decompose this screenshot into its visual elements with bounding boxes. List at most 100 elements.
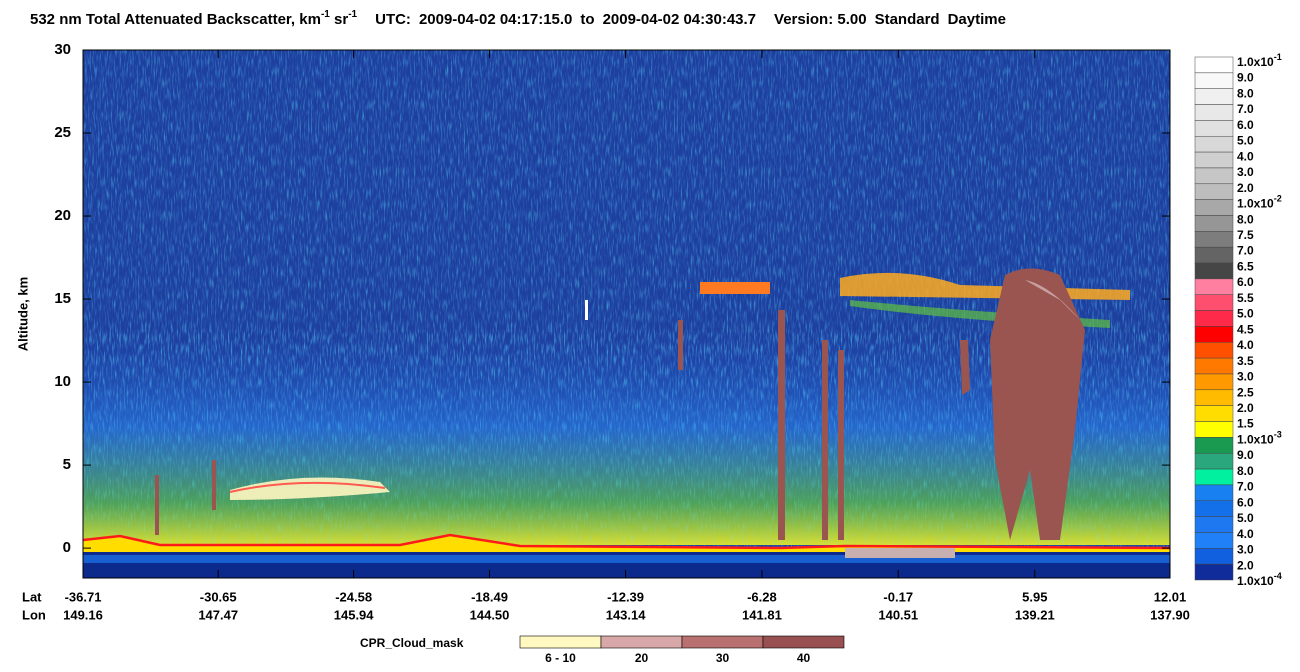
colorbar-cell <box>1194 310 1234 327</box>
colorbar-label-text: 1.0x10 <box>1237 55 1274 69</box>
lon-tick-label: 144.50 <box>470 607 510 622</box>
cpr-swatch <box>519 635 602 649</box>
lat-label: Lat <box>22 589 42 604</box>
colorbar-cell <box>1194 278 1234 295</box>
colorbar-cell <box>1194 72 1234 89</box>
colorbar-label-text: 8.0 <box>1237 212 1254 226</box>
colorbar-cell <box>1194 516 1234 533</box>
backscatter-field <box>83 50 1170 578</box>
lat-tick-label: -12.39 <box>607 589 644 604</box>
colorbar-cell <box>1194 548 1234 565</box>
colorbar-label-text: 5.5 <box>1237 291 1254 305</box>
y-tick-label: 25 <box>54 124 71 141</box>
colorbar-cell <box>1194 246 1234 264</box>
cpr-label: 30 <box>716 651 730 665</box>
lat-tick-label: 5.95 <box>1022 589 1047 604</box>
lat-tick-label: -18.49 <box>471 589 508 604</box>
y-tick-label: 15 <box>54 290 71 307</box>
colorbar-cell <box>1194 183 1234 200</box>
colorbar-label-text: 7.5 <box>1237 228 1254 242</box>
colorbar-cell <box>1194 56 1234 74</box>
colorbar-label: 3.0 <box>1237 543 1254 557</box>
colorbar-label: 8.0 <box>1237 212 1254 226</box>
cpr-title: CPR_Cloud_mask <box>360 636 464 650</box>
y-tick-label: 0 <box>63 539 71 556</box>
lat-tick-label: -0.17 <box>883 589 913 604</box>
colorbar-cell <box>1194 373 1234 391</box>
colorbar-cell <box>1194 326 1234 343</box>
colorbar-label: 8.0 <box>1237 464 1254 478</box>
colorbar-label-exp: -1 <box>1274 52 1282 62</box>
colorbar-cell <box>1194 437 1234 454</box>
lon-tick-label: 139.21 <box>1015 607 1055 622</box>
colorbar-cell <box>1194 104 1234 121</box>
colorbar-label-text: 3.0 <box>1237 165 1254 179</box>
colorbar-cell <box>1194 405 1234 422</box>
colorbar-label: 3.5 <box>1237 354 1254 368</box>
colorbar-cell <box>1194 262 1234 280</box>
colorbar-label: 3.0 <box>1237 165 1254 179</box>
colorbar-cell <box>1194 135 1234 153</box>
y-axis-label: Altitude, km <box>15 277 30 351</box>
colorbar-label-text: 2.0 <box>1237 558 1254 572</box>
colorbar-label-text: 5.0 <box>1237 307 1254 321</box>
chart-title: 532 nm Total Attenuated Backscatter, km-… <box>30 9 1006 28</box>
colorbar-cell <box>1194 532 1234 549</box>
colorbar-label-text: 7.0 <box>1237 480 1254 494</box>
colorbar-label-text: 5.0 <box>1237 134 1254 148</box>
colorbar-label-text: 8.0 <box>1237 464 1254 478</box>
colorbar-cell <box>1194 151 1234 169</box>
lon-tick-label: 143.14 <box>606 607 647 622</box>
colorbar-label-text: 2.0 <box>1237 181 1254 195</box>
colorbar-label: 1.0x10-4 <box>1237 571 1282 588</box>
colorbar-label: 1.0x10-1 <box>1237 52 1282 69</box>
colorbar-label: 1.0x10-2 <box>1237 194 1282 211</box>
colorbar-label: 7.5 <box>1237 228 1254 242</box>
colorbar-label-exp: -2 <box>1274 194 1282 204</box>
colorbar-label: 7.0 <box>1237 244 1254 258</box>
colorbar-label-text: 6.0 <box>1237 118 1254 132</box>
colorbar-cell <box>1194 357 1234 375</box>
colorbar-label-text: 6.0 <box>1237 496 1254 510</box>
colorbar-label-text: 4.5 <box>1237 323 1254 337</box>
colorbar-cell <box>1194 294 1234 311</box>
lat-tick-label: 12.01 <box>1154 589 1187 604</box>
colorbar-label: 8.0 <box>1237 87 1254 101</box>
colorbar-label-text: 4.0 <box>1237 338 1254 352</box>
colorbar-label-text: 8.0 <box>1237 87 1254 101</box>
colorbar-cell <box>1194 484 1234 502</box>
y-tick-label: 20 <box>54 207 71 224</box>
colorbar-label: 9.0 <box>1237 71 1254 85</box>
cpr-label: 40 <box>797 651 811 665</box>
colorbar-label: 5.0 <box>1237 307 1254 321</box>
colorbar-cell <box>1194 215 1234 232</box>
colorbar-label: 5.5 <box>1237 291 1254 305</box>
plot-frame <box>82 49 1171 579</box>
colorbar-cell <box>1194 500 1234 517</box>
colorbar-label: 6.5 <box>1237 260 1254 274</box>
lat-tick-label: -24.58 <box>335 589 372 604</box>
colorbar-cell <box>1194 199 1234 216</box>
colorbar-label-text: 2.0 <box>1237 401 1254 415</box>
colorbar-label-exp: -4 <box>1274 571 1282 581</box>
lat-tick-label: -36.71 <box>65 589 102 604</box>
colorbar-label: 4.0 <box>1237 527 1254 541</box>
colorbar-label: 2.0 <box>1237 181 1254 195</box>
colorbar-label-text: 3.0 <box>1237 370 1254 384</box>
colorbar-label: 6.0 <box>1237 275 1254 289</box>
colorbar-label-text: 9.0 <box>1237 71 1254 85</box>
colorbar-cell <box>1194 421 1234 438</box>
colorbar-label: 4.0 <box>1237 150 1254 164</box>
colorbar-label-text: 7.0 <box>1237 102 1254 116</box>
colorbar-label: 5.0 <box>1237 511 1254 525</box>
cpr-swatch <box>681 635 764 649</box>
y-tick-label: 5 <box>63 456 71 473</box>
colorbar-cell <box>1194 452 1234 470</box>
y-tick-label: 30 <box>54 41 71 58</box>
y-tick-label: 10 <box>54 373 71 390</box>
colorbar-label-text: 6.5 <box>1237 260 1254 274</box>
lon-tick-label: 141.81 <box>742 607 782 622</box>
colorbar-label-text: 4.0 <box>1237 150 1254 164</box>
colorbar-label-exp: -3 <box>1274 430 1282 440</box>
